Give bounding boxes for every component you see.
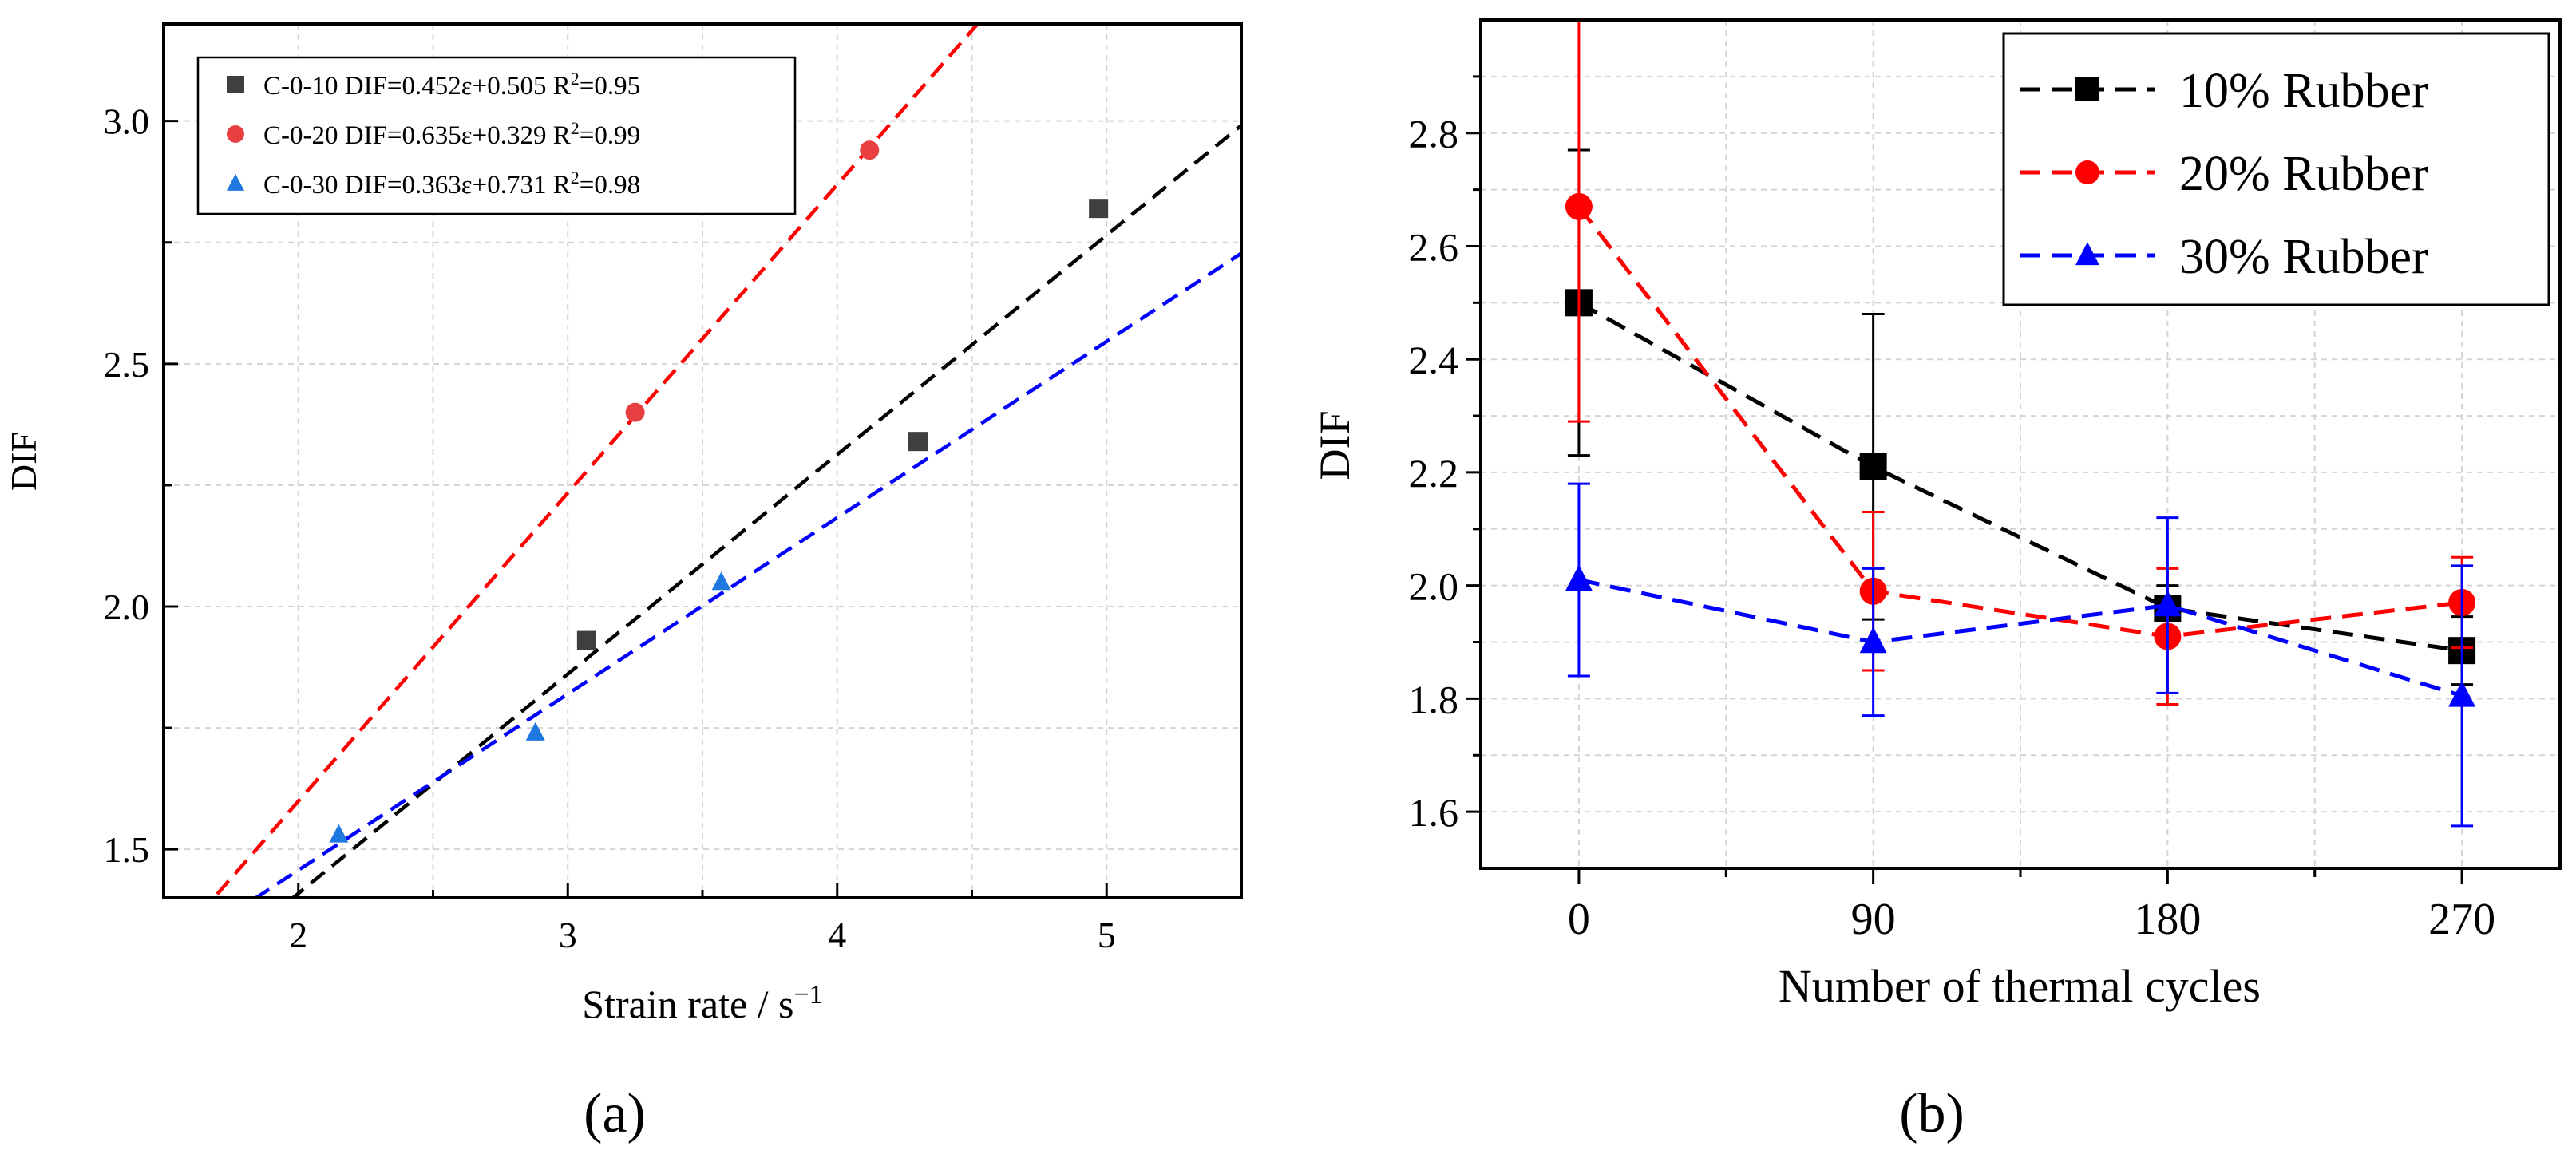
- panel-b-label: (b): [1899, 1083, 1965, 1144]
- legend-marker-20-rubber: [2075, 160, 2099, 184]
- panel-a-xtick-label: 4: [828, 915, 846, 955]
- data-point-c-0-30: [525, 721, 545, 741]
- panel-a-xtick-label: 3: [559, 915, 577, 955]
- series-line-10-rubber: [1577, 301, 2463, 653]
- panel-b-xtick-label: 90: [1851, 895, 1896, 944]
- data-point-30-rubber: [1859, 626, 1887, 654]
- panel-a-ytick-label: 3.0: [104, 101, 150, 142]
- fit-line-c-0-10: [290, 124, 1241, 898]
- legend-marker-10-rubber: [2075, 77, 2099, 101]
- data-point-30-rubber: [1565, 564, 1593, 591]
- legend-label-c-0-30: C-0-30 DIF=0.363ε+0.731 R2=0.98: [263, 168, 640, 200]
- panel-b-series: [1565, 20, 2476, 828]
- series-line-20-rubber: [1577, 205, 2463, 638]
- panel-a-legend: C-0-10 DIF=0.452ε+0.505 R2=0.95 C-0-20 DI…: [196, 56, 797, 215]
- legend-marker-c-0-30: [227, 173, 244, 191]
- data-point-c-0-30: [329, 824, 349, 843]
- panel-b-ytick-label: 2.4: [1409, 338, 1459, 382]
- legend-marker-c-0-10: [227, 76, 244, 93]
- panel-b-ticks: 0 90 180 270 1.6 1.8 2.0 2.2 2.4 2.6 2.8: [1409, 75, 2495, 944]
- data-point-c-0-10: [908, 432, 928, 452]
- panel-b-ytick-label: 1.8: [1409, 677, 1459, 721]
- series-line-30-rubber: [1578, 578, 2463, 698]
- panel-b-xtick-label: 270: [2428, 895, 2495, 944]
- legend-label-c-0-20: C-0-20 DIF=0.635ε+0.329 R2=0.99: [263, 118, 640, 151]
- panel-b-xtick-label: 180: [2134, 895, 2201, 944]
- panel-a: 2 3 4 5 1.5 2.0 2.5 3.0 C-0-10 DIF=0.452ε+0.505…: [3, 22, 1243, 1144]
- data-point-30-rubber: [2154, 590, 2182, 617]
- data-point-c-0-10: [1089, 199, 1109, 219]
- data-point-c-0-20: [860, 140, 880, 160]
- data-point-c-0-30: [711, 571, 731, 591]
- data-point-30-rubber: [2448, 680, 2476, 707]
- panel-b-xlabel: Number of thermal cycles: [1779, 960, 2261, 1012]
- panel-a-xlabel: Strain rate / s−1: [582, 980, 822, 1027]
- panel-a-ytick-label: 1.5: [104, 829, 150, 870]
- panel-a-xtick-label: 5: [1098, 915, 1116, 955]
- panel-b: 0 90 180 270 1.6 1.8 2.0 2.2 2.4 2.6 2.8 10% Rubbe…: [1311, 18, 2562, 1144]
- legend-marker-c-0-20: [227, 125, 244, 143]
- panel-a-ytick-label: 2.0: [104, 587, 150, 627]
- panel-a-fit-lines: [211, 24, 1241, 898]
- panel-b-ylabel: DIF: [1311, 410, 1359, 480]
- panel-a-ylabel: DIF: [3, 432, 44, 491]
- panel-b-legend: 10% Rubber 20% Rubber 30% Rubber: [2002, 32, 2550, 306]
- panel-b-xtick-label: 0: [1568, 895, 1590, 944]
- data-point-c-0-10: [576, 630, 596, 650]
- panel-b-ytick-label: 2.6: [1409, 224, 1459, 269]
- panel-a-xtick-label: 2: [289, 915, 307, 955]
- fit-line-c-0-30: [252, 251, 1241, 898]
- panel-a-points: [329, 140, 1109, 843]
- panel-b-ytick-label: 2.2: [1409, 451, 1459, 496]
- fit-line-c-0-20: [211, 24, 980, 898]
- panel-a-ytick-label: 2.5: [104, 344, 150, 385]
- legend-marker-30-rubber: [2075, 242, 2099, 266]
- legend-label-c-0-10: C-0-10 DIF=0.452ε+0.505 R2=0.95: [263, 69, 640, 101]
- panel-b-ytick-label: 2.8: [1409, 112, 1459, 156]
- data-point-c-0-20: [625, 402, 645, 422]
- legend-label-30-rubber: 30% Rubber: [2179, 230, 2428, 284]
- data-point-10-rubber: [1859, 453, 1887, 480]
- legend-label-20-rubber: 20% Rubber: [2179, 147, 2428, 201]
- panel-a-legend-box: [196, 56, 797, 215]
- panel-b-ytick-label: 2.0: [1409, 564, 1459, 609]
- panel-b-ytick-label: 1.6: [1409, 790, 1459, 835]
- panel-a-label: (a): [584, 1083, 646, 1144]
- data-point-20-rubber: [1565, 192, 1593, 220]
- legend-label-10-rubber: 10% Rubber: [2179, 64, 2428, 118]
- panel-a-ticks: 2 3 4 5 1.5 2.0 2.5 3.0: [104, 101, 1116, 955]
